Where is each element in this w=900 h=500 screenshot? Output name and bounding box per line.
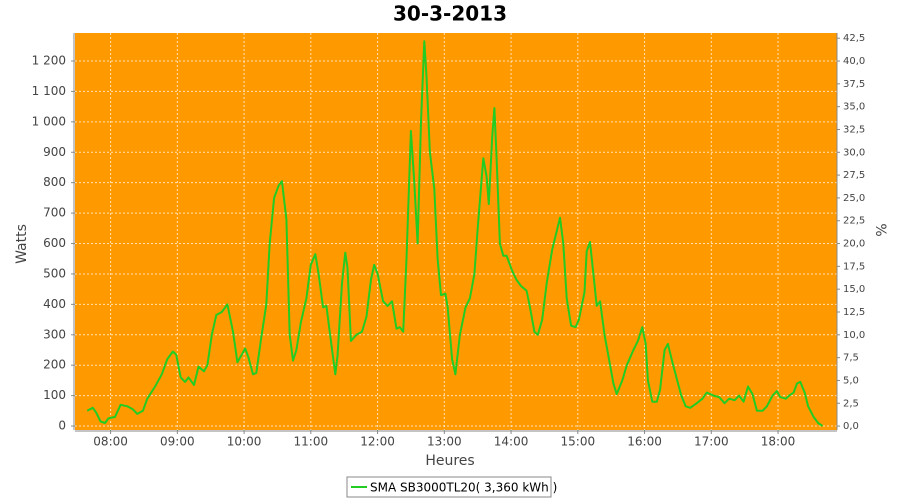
y2-tick-label: 2,5 — [843, 398, 859, 409]
y2-tick-label: 25,0 — [843, 193, 865, 204]
x-tick-label: 17:00 — [694, 435, 729, 449]
x-axis-label: Heures — [425, 453, 474, 469]
y2-tick-label: 30,0 — [843, 147, 865, 158]
y2-tick-label: 35,0 — [843, 102, 865, 113]
y-tick-label: 1 000 — [32, 114, 66, 128]
y2-tick-label: 32,5 — [843, 124, 865, 135]
x-tick-label: 15:00 — [561, 435, 596, 449]
y2-tick-label: 12,5 — [843, 307, 865, 318]
y2-tick-label: 37,5 — [843, 79, 865, 90]
y2-tick-label: 0,0 — [843, 421, 859, 432]
y2-tick-label: 27,5 — [843, 170, 865, 181]
y2-tick-label: 10,0 — [843, 330, 865, 341]
x-tick-label: 08:00 — [93, 435, 128, 449]
y-tick-label: 800 — [43, 175, 66, 189]
y2-tick-label: 17,5 — [843, 261, 865, 272]
y-tick-label: 1 200 — [32, 53, 66, 67]
y-tick-label: 100 — [43, 388, 66, 402]
y2-tick-label: 22,5 — [843, 216, 865, 227]
legend-label: SMA SB3000TL20( 3,360 kWh ) — [370, 481, 557, 495]
y-tick-label: 300 — [43, 327, 66, 341]
chart-title: 30-3-2013 — [393, 2, 507, 26]
x-tick-label: 12:00 — [360, 435, 395, 449]
y-tick-label: 400 — [43, 297, 66, 311]
y-tick-label: 500 — [43, 266, 66, 280]
x-tick-label: 09:00 — [160, 435, 195, 449]
y-tick-label: 600 — [43, 236, 66, 250]
y-axis-label: Watts — [14, 224, 30, 264]
x-tick-label: 11:00 — [294, 435, 329, 449]
y-tick-label: 1 100 — [32, 84, 66, 98]
y-tick-label: 700 — [43, 206, 66, 220]
series-line — [86, 40, 824, 427]
x-tick-label: 16:00 — [627, 435, 662, 449]
y2-tick-label: 20,0 — [843, 239, 865, 250]
y-tick-label: 900 — [43, 145, 66, 159]
y-tick-label: 0 — [58, 419, 66, 433]
x-tick-label: 13:00 — [427, 435, 462, 449]
x-tick-label: 18:00 — [761, 435, 796, 449]
x-tick-label: 10:00 — [227, 435, 262, 449]
y2-axis-label: % — [872, 223, 888, 236]
y2-tick-label: 7,5 — [843, 353, 859, 364]
y-tick-label: 200 — [43, 358, 66, 372]
y2-tick-label: 42,5 — [843, 33, 865, 44]
legend-box — [346, 476, 552, 498]
y2-tick-label: 5,0 — [843, 375, 859, 386]
y2-tick-label: 40,0 — [843, 56, 865, 67]
y2-tick-label: 15,0 — [843, 284, 865, 295]
x-tick-label: 14:00 — [494, 435, 529, 449]
